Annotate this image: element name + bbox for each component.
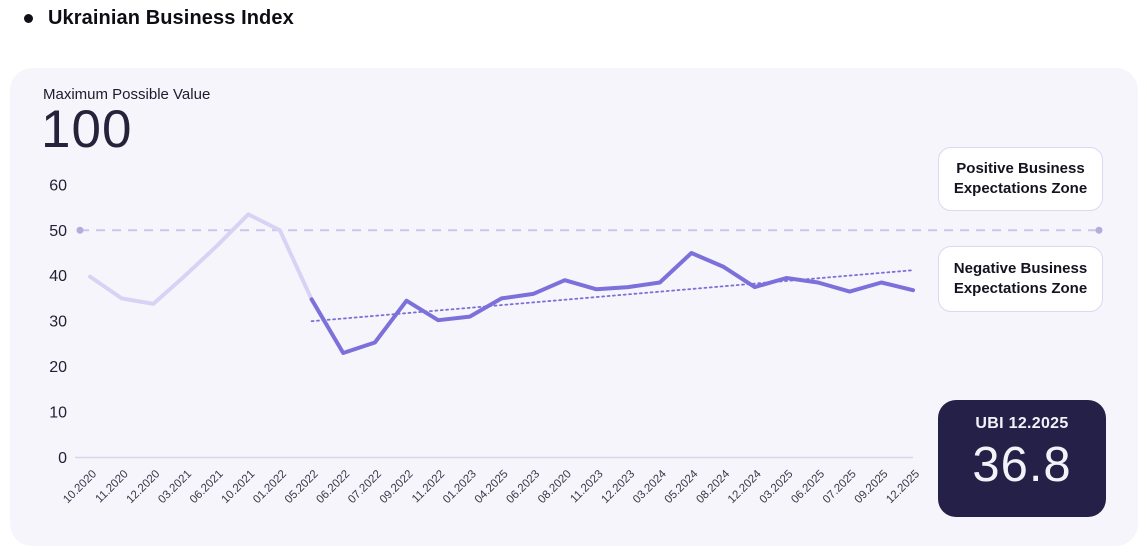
negative-zone-line1: Negative Business: [953, 260, 1088, 278]
positive-zone-line1: Positive Business: [956, 160, 1085, 178]
x-tick-label: 08.2020: [536, 468, 574, 506]
x-tick-label: 06.2021: [188, 468, 226, 506]
x-tick-label: 03.2025: [758, 468, 796, 506]
x-tick-label: 08.2024: [694, 468, 732, 506]
x-tick-label: 11.2020: [94, 468, 131, 505]
title-bullet-icon: [24, 14, 33, 23]
x-tick-label: 09.2025: [853, 468, 891, 506]
y-tick-label: 30: [49, 314, 67, 331]
x-tick-label: 06.2023: [504, 468, 542, 506]
max-possible-value: 100: [41, 100, 133, 159]
negative-zone-line2: Expectations Zone: [953, 280, 1088, 297]
chart-svg: 010203040506010.202011.202012.202003.202…: [49, 177, 1103, 506]
x-tick-label: 07.2022: [346, 468, 384, 506]
x-tick-label: 05.2024: [663, 468, 701, 506]
threshold-dot-left: [76, 226, 84, 234]
x-tick-label: 12.2024: [726, 468, 764, 506]
negative-zone-label: Negative Business Expectations Zone: [938, 246, 1103, 312]
y-tick-label: 40: [49, 268, 67, 285]
ubi-current-value-badge: UBI 12.2025 36.8: [938, 400, 1106, 517]
page-title: Ukrainian Business Index: [48, 7, 294, 29]
x-tick-label: 01.2022: [251, 468, 289, 506]
max-possible-value-label: Maximum Possible Value: [43, 86, 211, 103]
threshold-dot-right: [1095, 226, 1103, 234]
badge-period-label: UBI 12.2025: [975, 415, 1069, 432]
y-tick-label: 20: [49, 359, 67, 376]
x-tick-label: 06.2025: [789, 468, 827, 506]
x-tick-label: 12.2025: [884, 468, 922, 506]
ubi-line-chart: 0 10 20 30 40 50 60 10.2020 11.2020 12.2020 03.202…: [10, 68, 1138, 546]
x-tick-label: 09.2022: [378, 468, 416, 506]
x-tick-label: 10.2020: [61, 468, 99, 506]
x-tick-label: 11.2023: [568, 468, 605, 505]
x-tick-label: 12.2020: [125, 468, 163, 506]
series-ubi-current: [309, 251, 915, 355]
x-tick-label: 03.2024: [631, 468, 669, 506]
x-tick-label: 03.2021: [156, 468, 194, 506]
badge-value: 36.8: [972, 438, 1072, 492]
y-tick-label: 10: [49, 405, 67, 422]
x-tick-label: 12.2023: [599, 468, 637, 506]
x-tick-label: 06.2022: [314, 468, 352, 506]
positive-zone-line2: Expectations Zone: [953, 180, 1088, 197]
x-tick-label: 05.2022: [283, 468, 321, 506]
series-ubi-pre-invasion: [88, 212, 314, 306]
x-tick-label: 11.2022: [410, 468, 447, 505]
x-tick-label: 07.2025: [821, 468, 859, 506]
y-tick-label: 0: [58, 450, 67, 467]
positive-zone-label: Positive Business Expectations Zone: [938, 147, 1103, 211]
ubi-chart-card: Maximum Possible Value 100 0 10 20 30 40 50 60…: [10, 68, 1138, 546]
page-header: Ukrainian Business Index: [24, 7, 294, 30]
y-tick-label: 50: [49, 223, 67, 240]
trend-line: [310, 269, 914, 323]
x-tick-label: 01.2023: [441, 468, 479, 506]
x-tick-label: 04.2025: [473, 468, 511, 506]
x-tick-label: 10.2021: [220, 468, 258, 506]
y-tick-label: 60: [49, 177, 67, 194]
